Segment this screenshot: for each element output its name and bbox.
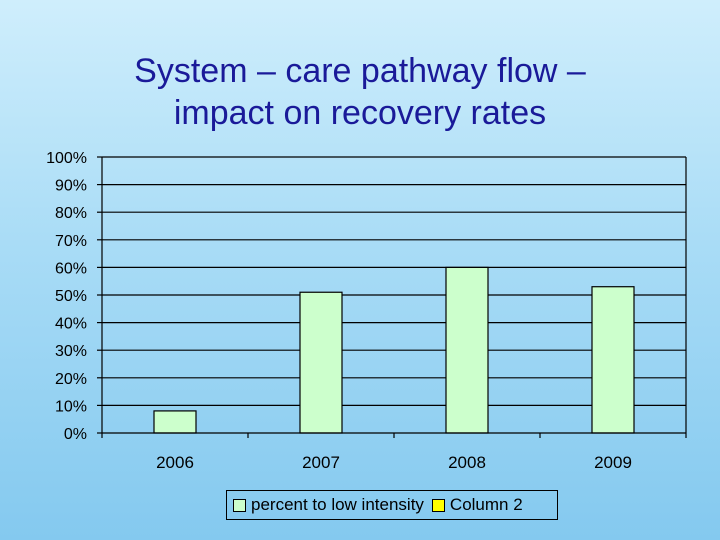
- chart-legend: percent to low intensity Column 2: [226, 490, 558, 520]
- y-tick-label: 60%: [55, 260, 87, 277]
- y-tick-label: 10%: [55, 398, 87, 415]
- x-tick-label-2009: 2009: [594, 453, 632, 472]
- bar-2007: [299, 291, 343, 434]
- y-tick-label: 100%: [46, 150, 87, 167]
- bar-2008: [445, 266, 489, 434]
- title-line-2: impact on recovery rates: [173, 94, 547, 132]
- axes: [97, 156, 687, 438]
- legend-item-series-2: Column 2: [431, 495, 523, 515]
- x-tick-label-2006: 2006: [156, 453, 194, 472]
- x-tick-label-2007: 2007: [302, 453, 340, 472]
- bars: [153, 266, 635, 434]
- y-tick-label: 90%: [55, 178, 87, 195]
- y-tick-label: 40%: [55, 316, 87, 333]
- y-tick-label: 0%: [64, 426, 87, 443]
- bar-2006: [153, 410, 197, 434]
- legend-label-series-2: Column 2: [449, 495, 523, 514]
- legend-item-series-1: percent to low intensity: [233, 495, 424, 515]
- x-tick-label-2008: 2008: [448, 453, 486, 472]
- tick-labels: 0% 10% 20% 30% 40% 50% 60% 70% 80% 90% 100% 2006 200…: [46, 150, 632, 472]
- y-tick-label: 20%: [55, 371, 87, 388]
- bar-2009: [591, 286, 635, 434]
- legend-swatch-series-1: [233, 498, 246, 512]
- y-tick-label: 50%: [55, 288, 87, 305]
- y-tick-label: 30%: [55, 343, 87, 360]
- slide-title: System – care pathway flow – impact on r…: [0, 50, 720, 134]
- gridlines: [102, 156, 686, 406]
- y-tick-label: 80%: [55, 205, 87, 222]
- title-line-1: System – care pathway flow –: [134, 52, 586, 90]
- legend-swatch-series-2: [431, 498, 445, 512]
- legend-label-series-1: percent to low intensity: [251, 495, 424, 514]
- y-tick-label: 70%: [55, 233, 87, 250]
